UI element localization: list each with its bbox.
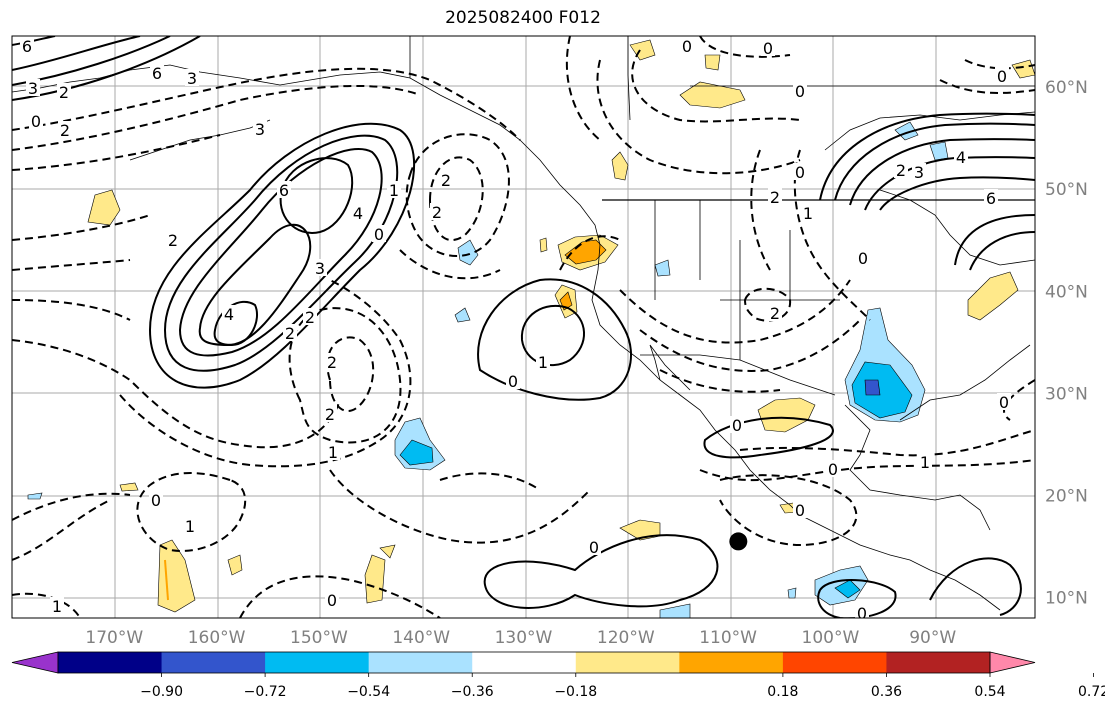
colorbar-tick-label: −0.54 <box>347 684 390 700</box>
contour-label: 2 <box>168 231 178 250</box>
colorbar-tick-label: −0.18 <box>554 684 597 700</box>
longitude-label: 100°W <box>802 628 860 648</box>
contour-label: 2 <box>305 308 315 327</box>
contour-label: 2 <box>325 405 335 424</box>
colorbar-segment <box>472 652 577 673</box>
contour-label: 0 <box>589 538 599 557</box>
contour-label: 0 <box>999 393 1009 412</box>
contour-label: 1 <box>803 204 813 223</box>
contour-label: 4 <box>956 148 966 167</box>
longitude-label: 160°W <box>188 628 246 648</box>
map-frame <box>11 35 1036 619</box>
colorbar-segment <box>161 652 266 673</box>
contour-label: 1 <box>389 181 399 200</box>
contour-label: 0 <box>858 249 868 268</box>
contour-label: 0 <box>763 39 773 58</box>
contour-label: 0 <box>857 604 867 623</box>
latitude-label: 20°N <box>1045 486 1088 506</box>
negative-contours <box>12 36 1035 618</box>
longitude-label: 110°W <box>699 628 757 648</box>
contour-label: 3 <box>315 259 325 278</box>
longitude-label: 150°W <box>290 628 348 648</box>
contour-label: 0 <box>795 163 805 182</box>
colorbar-tick-label: −0.36 <box>451 684 494 700</box>
contour-label: 2 <box>59 83 69 102</box>
colorbar-tick-label: −0.72 <box>244 684 287 700</box>
longitude-label: 170°W <box>85 628 143 648</box>
storm-center-marker <box>729 532 748 551</box>
contour-label: 0 <box>795 82 805 101</box>
contour-label: 2 <box>770 304 780 323</box>
latitude-label: 60°N <box>1045 78 1088 98</box>
contour-label: 0 <box>508 372 518 391</box>
longitude-label: 90°W <box>909 628 956 648</box>
contour-label: 4 <box>353 204 363 223</box>
contour-label: 2 <box>770 188 780 207</box>
colorbar-segment <box>368 652 473 673</box>
colorbar-tick-label: 0.72 <box>1078 684 1105 700</box>
colorbar-extend-low <box>11 651 59 674</box>
contour-label: 2 <box>896 161 906 180</box>
map-title: 2025082400 F012 <box>445 8 601 28</box>
colorbar-segment <box>265 652 370 673</box>
colorbar-segment <box>679 652 784 673</box>
contour-label: 1 <box>52 597 62 616</box>
colorbar-tick-label: −0.90 <box>140 684 183 700</box>
contour-label: 6 <box>279 181 289 200</box>
longitude-label: 140°W <box>392 628 450 648</box>
contour-label: 2 <box>441 171 451 190</box>
contour-label: 3 <box>28 79 38 98</box>
contour-label: 2 <box>327 353 337 372</box>
contour-label: 0 <box>31 112 41 131</box>
latitude-label: 30°N <box>1045 384 1088 404</box>
latitude-label: 50°N <box>1045 180 1088 200</box>
contour-label: 1 <box>920 453 930 472</box>
contour-label: 1 <box>328 443 338 462</box>
colorbar-segment <box>58 652 163 673</box>
longitude-label: 130°W <box>495 628 553 648</box>
contour-label: 3 <box>914 163 924 182</box>
colorbar-tick-label: 0.36 <box>871 684 902 700</box>
latitude-label: 10°N <box>1045 589 1088 609</box>
colorbar-segment <box>575 652 680 673</box>
contour-label: 2 <box>432 203 442 222</box>
contour-label: 3 <box>187 69 197 88</box>
colorbar: −0.90 −0.72 −0.54 −0.36 −0.18 0.18 0.36 0.54 0.7… <box>11 651 1105 700</box>
contour-label: 0 <box>732 416 742 435</box>
contour-label: 0 <box>682 37 692 56</box>
latitude-labels: 60°N 50°N 40°N 30°N 20°N 10°N <box>1045 78 1088 609</box>
contour-label: 6 <box>152 64 162 83</box>
longitude-label: 120°W <box>597 628 655 648</box>
contour-label: 0 <box>997 67 1007 86</box>
contour-label: 2 <box>60 121 70 140</box>
contour-label: 6 <box>22 37 32 56</box>
shaded-anomalies <box>27 39 1035 618</box>
contour-label: 1 <box>538 353 548 372</box>
contour-label: 0 <box>828 460 838 479</box>
latitude-label: 40°N <box>1045 282 1088 302</box>
contour-label: 1 <box>185 517 195 536</box>
contour-label: 6 <box>986 189 996 208</box>
colorbar-tick-label: 0.54 <box>974 684 1005 700</box>
contour-label: 3 <box>255 120 265 139</box>
contour-label: 4 <box>224 305 234 324</box>
colorbar-segment <box>782 652 887 673</box>
colorbar-tick-label: 0.18 <box>767 684 798 700</box>
colorbar-segment <box>886 652 991 673</box>
contour-label: 0 <box>151 491 161 510</box>
contour-label: 0 <box>795 501 805 520</box>
colorbar-extend-high <box>989 651 1036 674</box>
longitude-labels: 170°W 160°W 150°W 140°W 130°W 120°W 110°W 100°W… <box>85 628 956 648</box>
contour-label: 0 <box>327 591 337 610</box>
contour-label: 2 <box>285 324 295 343</box>
contour-label: 0 <box>374 225 384 244</box>
